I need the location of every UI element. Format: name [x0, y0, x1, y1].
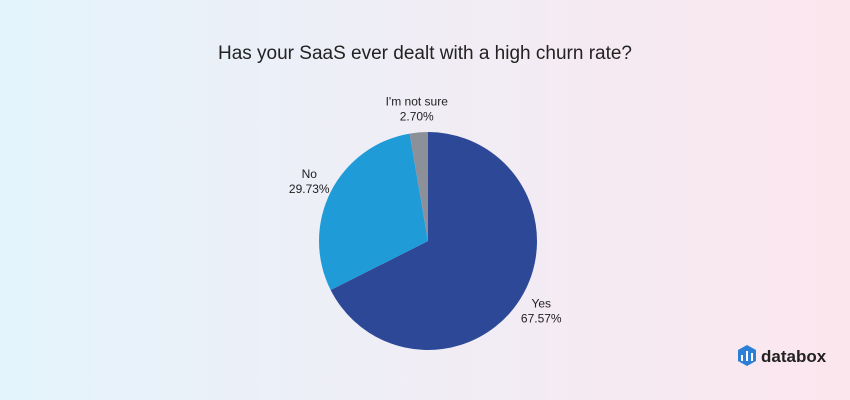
slice-label: No: [302, 167, 318, 181]
logo-text: databox: [761, 347, 827, 366]
pie-slice: [409, 132, 428, 241]
slice-label: Yes: [531, 297, 551, 311]
logo: databox: [738, 345, 827, 366]
value-label: 2.70%: [400, 109, 434, 123]
value-label: 29.73%: [289, 182, 330, 196]
pie-slice: [319, 133, 428, 291]
chart-title: Has your SaaS ever dealt with a high chu…: [218, 43, 632, 64]
slice-label: I'm not sure: [386, 94, 449, 108]
value-label: 67.57%: [521, 312, 562, 326]
pie-slice: [330, 132, 537, 350]
